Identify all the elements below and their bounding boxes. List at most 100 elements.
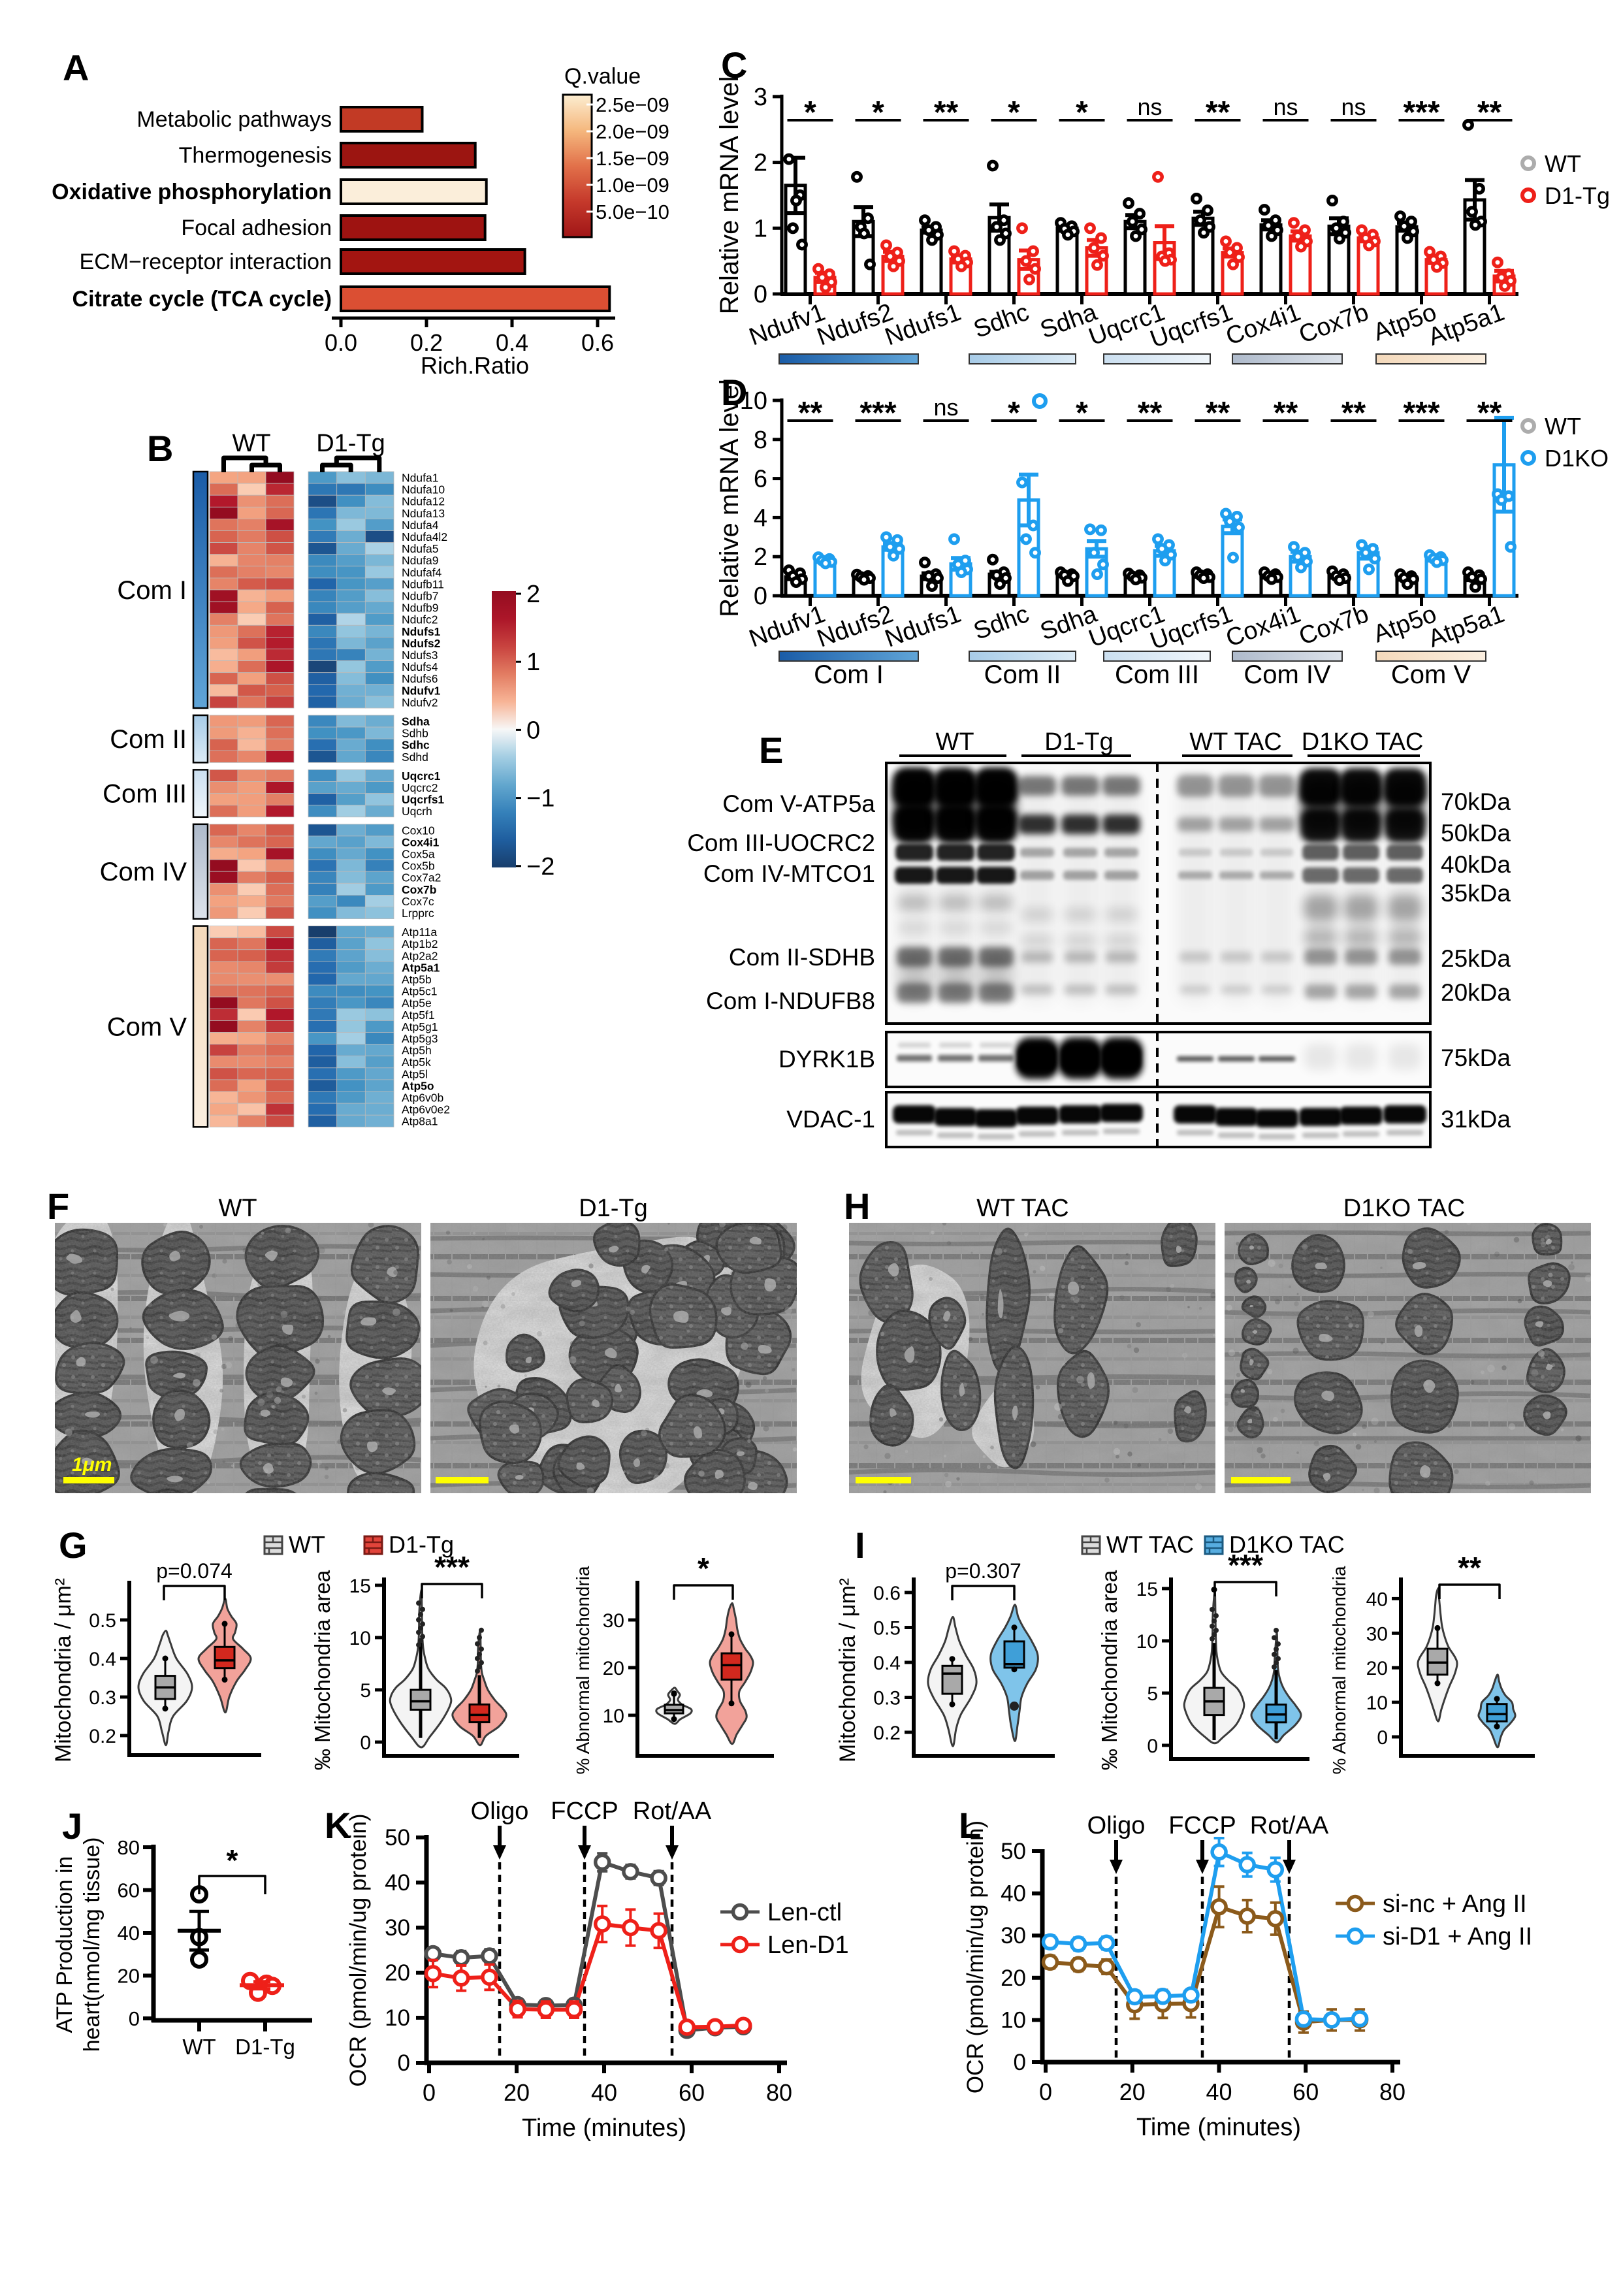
svg-text:Ndufa13: Ndufa13 <box>402 507 445 520</box>
svg-text:50kDa: 50kDa <box>1441 820 1511 847</box>
svg-text:0: 0 <box>129 2007 140 2030</box>
svg-text:WT: WT <box>1545 413 1581 440</box>
svg-text:10: 10 <box>603 1706 624 1727</box>
svg-text:20: 20 <box>385 1960 410 1986</box>
svg-text:WT TAC: WT TAC <box>1189 728 1281 756</box>
svg-text:0.2: 0.2 <box>873 1722 901 1744</box>
svg-text:Ndufb9: Ndufb9 <box>402 602 438 615</box>
svg-text:Focal adhesion: Focal adhesion <box>181 216 332 240</box>
svg-text:0: 0 <box>1377 1727 1388 1749</box>
svg-text:**: ** <box>1341 396 1366 430</box>
svg-text:30: 30 <box>1366 1623 1388 1645</box>
svg-text:20: 20 <box>1119 2078 1146 2105</box>
svg-text:Ndufa4: Ndufa4 <box>402 519 439 532</box>
svg-text:Cox7b: Cox7b <box>402 883 436 896</box>
svg-text:20kDa: 20kDa <box>1441 979 1511 1006</box>
svg-text:*: * <box>1008 396 1020 430</box>
svg-text:1μm: 1μm <box>72 1454 112 1476</box>
svg-text:si-D1 + Ang II: si-D1 + Ang II <box>1383 1923 1532 1950</box>
svg-text:G: G <box>59 1525 88 1566</box>
svg-text:Atp5a1: Atp5a1 <box>402 961 440 974</box>
svg-text:ns: ns <box>1341 93 1366 120</box>
svg-text:50: 50 <box>385 1825 410 1851</box>
svg-text:D1-Tg: D1-Tg <box>235 2035 295 2059</box>
svg-text:Relative mRNA level: Relative mRNA level <box>715 76 744 315</box>
svg-text:D1KO TAC: D1KO TAC <box>1229 1531 1345 1558</box>
svg-text:20: 20 <box>118 1965 140 1988</box>
svg-text:80: 80 <box>1379 2078 1405 2105</box>
svg-text:Oligo: Oligo <box>471 1798 529 1825</box>
svg-text:15: 15 <box>349 1576 371 1597</box>
svg-text:Uqcrc2: Uqcrc2 <box>402 781 438 794</box>
svg-text:**: ** <box>1458 1551 1481 1585</box>
svg-text:1.0e−09: 1.0e−09 <box>596 174 669 197</box>
svg-text:20: 20 <box>504 2079 530 2106</box>
svg-text:heart(nmol/mg tissue): heart(nmol/mg tissue) <box>80 1837 104 2052</box>
svg-text:Oligo: Oligo <box>1087 1812 1146 1839</box>
svg-text:Metabolic pathways: Metabolic pathways <box>136 107 332 132</box>
svg-text:20: 20 <box>1001 1965 1026 1991</box>
svg-text:40: 40 <box>1366 1589 1388 1610</box>
svg-text:E: E <box>759 730 783 771</box>
svg-text:ns: ns <box>933 394 958 421</box>
svg-text:3: 3 <box>754 84 767 111</box>
svg-text:20: 20 <box>1366 1658 1388 1679</box>
svg-text:0.0: 0.0 <box>325 329 357 356</box>
svg-text:**: ** <box>934 95 959 130</box>
svg-text:Ndufs1: Ndufs1 <box>402 625 441 638</box>
svg-text:Cox10: Cox10 <box>402 824 435 837</box>
svg-text:*: * <box>1076 95 1088 130</box>
svg-text:2: 2 <box>754 543 767 571</box>
svg-text:0: 0 <box>754 281 767 308</box>
svg-text:***: *** <box>859 396 896 430</box>
svg-text:Com III: Com III <box>103 780 187 809</box>
svg-text:DYRK1B: DYRK1B <box>778 1046 875 1073</box>
svg-text:OCR (pmol/min/ug protein): OCR (pmol/min/ug protein) <box>345 1813 371 2086</box>
svg-text:40: 40 <box>1001 1881 1026 1907</box>
svg-text:Cox7a2: Cox7a2 <box>402 871 441 884</box>
svg-text:D1KO TAC: D1KO TAC <box>1343 1195 1466 1222</box>
svg-text:D: D <box>721 372 747 413</box>
svg-text:70kDa: 70kDa <box>1441 788 1511 815</box>
svg-text:Oxidative phosphorylation: Oxidative phosphorylation <box>52 180 332 204</box>
svg-text:Len-D1: Len-D1 <box>767 1932 849 1959</box>
svg-text:25kDa: 25kDa <box>1441 945 1511 972</box>
svg-text:*: * <box>1008 95 1020 130</box>
svg-text:Com I-NDUFB8: Com I-NDUFB8 <box>706 988 875 1014</box>
svg-text:OCR (pmol/min/ug protein): OCR (pmol/min/ug protein) <box>963 1820 988 2094</box>
svg-text:p=0.307: p=0.307 <box>945 1559 1021 1583</box>
svg-text:FCCP: FCCP <box>551 1798 618 1825</box>
svg-text:0: 0 <box>360 1732 371 1754</box>
svg-text:VDAC-1: VDAC-1 <box>786 1106 875 1133</box>
svg-text:Com V: Com V <box>1391 660 1471 689</box>
svg-text:Ndufaf4: Ndufaf4 <box>402 566 442 579</box>
svg-text:p=0.074: p=0.074 <box>156 1559 233 1583</box>
svg-text:5: 5 <box>1147 1683 1158 1705</box>
svg-text:Cox5a: Cox5a <box>402 848 435 861</box>
svg-text:Cox4i1: Cox4i1 <box>402 835 440 849</box>
svg-text:40kDa: 40kDa <box>1441 851 1511 878</box>
svg-text:75kDa: 75kDa <box>1441 1044 1511 1071</box>
svg-text:Time (minutes): Time (minutes) <box>522 2114 686 2142</box>
svg-text:Ndufs6: Ndufs6 <box>402 672 438 685</box>
svg-text:***: *** <box>1228 1548 1263 1582</box>
svg-text:Com V-ATP5a: Com V-ATP5a <box>722 790 875 817</box>
svg-text:J: J <box>62 1805 82 1847</box>
svg-text:Atp5h: Atp5h <box>402 1044 432 1057</box>
svg-text:0.2: 0.2 <box>89 1726 116 1747</box>
svg-text:15: 15 <box>1136 1579 1158 1600</box>
svg-text:WT: WT <box>935 728 974 756</box>
svg-text:−1: −1 <box>526 785 554 813</box>
svg-text:**: ** <box>1477 95 1502 130</box>
svg-text:10: 10 <box>1001 2007 1026 2033</box>
svg-text:***: *** <box>1403 95 1439 130</box>
svg-text:40: 40 <box>385 1870 410 1896</box>
svg-text:Atp1b2: Atp1b2 <box>402 937 438 950</box>
svg-text:8: 8 <box>754 427 767 454</box>
svg-text:20: 20 <box>603 1658 624 1679</box>
svg-text:10: 10 <box>1136 1631 1158 1653</box>
svg-text:Mitochondria / μm²: Mitochondria / μm² <box>51 1578 76 1762</box>
svg-text:Sdhd: Sdhd <box>402 751 428 764</box>
svg-text:Atp5c1: Atp5c1 <box>402 985 437 998</box>
svg-text:Atp5k: Atp5k <box>402 1056 431 1069</box>
